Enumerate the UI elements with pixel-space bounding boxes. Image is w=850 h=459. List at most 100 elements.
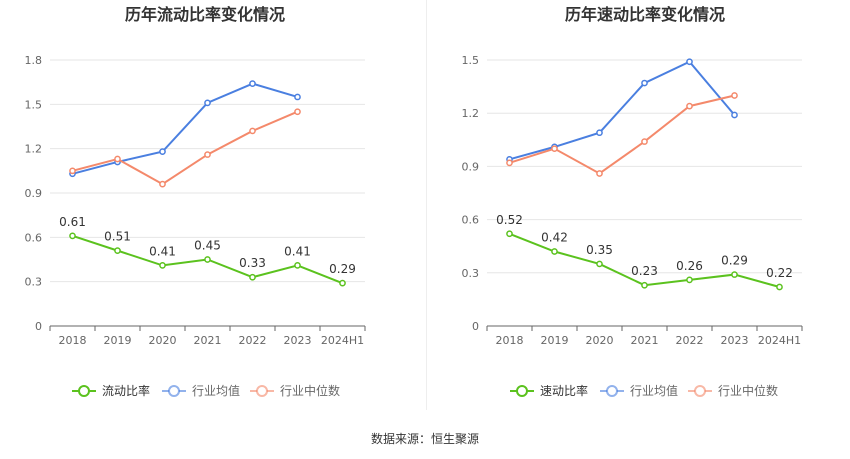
data-point: [551, 248, 558, 255]
y-tick-label: 1.2: [25, 143, 43, 156]
x-tick-label: 2018: [496, 334, 524, 347]
x-tick-label: 2022: [239, 334, 267, 347]
data-point: [69, 167, 76, 175]
x-tick-label: 2020: [586, 334, 614, 347]
data-point: [249, 80, 256, 87]
x-tick-label: 2023: [284, 334, 312, 347]
x-tick-label: 2018: [59, 334, 87, 347]
legend-item-industry-avg[interactable]: 行业均值: [600, 383, 678, 398]
data-point: [114, 247, 121, 254]
legend-item-industry-median[interactable]: 行业中位数: [250, 383, 340, 398]
data-point: [596, 170, 603, 177]
data-label: 0.33: [239, 256, 266, 270]
data-label: 0.45: [194, 239, 221, 253]
data-point: [294, 108, 301, 116]
data-point: [249, 273, 256, 281]
data-point: [776, 283, 783, 291]
series-line: [509, 60, 736, 161]
data-label: 0.26: [676, 259, 703, 273]
y-tick-label: 0.9: [462, 160, 480, 173]
x-tick-label: 2019: [541, 334, 569, 347]
data-point: [686, 102, 693, 110]
data-point: [159, 262, 166, 269]
data-point: [641, 281, 648, 289]
data-point: [159, 180, 166, 188]
x-tick-label: 2019: [104, 334, 132, 347]
legend-item-company[interactable]: 流动比率: [72, 383, 150, 398]
chart-1: 历年流动比率变化情况 0 0.3 0.6 0.9 1.2 1.5 1.8 2018 2019 202…: [25, 5, 366, 398]
data-point: [204, 256, 211, 263]
legend-item-industry-median[interactable]: 行业中位数: [688, 383, 778, 398]
data-point: [731, 92, 738, 99]
data-label: 0.29: [721, 254, 748, 268]
data-point: [641, 79, 648, 87]
chart-title: 历年流动比率变化情况: [125, 5, 285, 24]
chart-2: 历年速动比率变化情况 0 0.3 0.6 0.9 1.2 1.5 2018 2019 2020 20…: [462, 5, 803, 398]
data-label: 0.29: [329, 262, 356, 276]
legend-swatch-marker: [606, 385, 618, 397]
data-point: [249, 127, 256, 135]
legend-label: 行业均值: [630, 383, 678, 398]
legend-item-company[interactable]: 速动比率: [510, 383, 588, 398]
legend-label: 速动比率: [540, 383, 588, 398]
legend-swatch-marker: [168, 385, 180, 397]
data-label: 0.41: [284, 244, 311, 258]
data-point: [686, 58, 693, 66]
data-point: [294, 262, 301, 269]
data-point: [596, 260, 603, 268]
data-label: 0.51: [104, 230, 131, 244]
data-point: [339, 279, 346, 287]
series-line: [509, 94, 735, 175]
x-tick-label: 2021: [631, 334, 659, 347]
data-point: [159, 148, 166, 155]
source-note: 数据来源：恒生聚源: [371, 431, 479, 446]
data-point: [506, 230, 513, 238]
data-point: [204, 99, 211, 107]
x-tick-label: 2020: [149, 334, 177, 347]
data-label: 0.61: [59, 215, 86, 229]
y-tick-label: 1.8: [25, 54, 43, 67]
data-point: [506, 159, 513, 167]
data-point: [294, 93, 301, 101]
series-industry-avg: [506, 58, 738, 163]
legend-label: 流动比率: [102, 383, 150, 398]
y-tick-label: 0.3: [25, 276, 43, 289]
data-label: 0.22: [766, 266, 793, 280]
data-point: [731, 111, 738, 119]
data-label: 0.42: [541, 231, 568, 245]
data-point: [641, 138, 648, 145]
legend: 流动比率 行业均值 行业中位数: [72, 383, 340, 398]
legend: 速动比率 行业均值 行业中位数: [510, 383, 778, 398]
data-label: 0.41: [149, 244, 176, 258]
legend-label: 行业中位数: [280, 383, 340, 398]
y-tick-label: 0.6: [462, 214, 480, 227]
data-point: [204, 151, 211, 158]
y-tick-label: 0: [472, 320, 479, 333]
legend-label: 行业均值: [192, 383, 240, 398]
y-tick-label: 0.9: [25, 187, 43, 200]
series-company: 0.52 0.42 0.35 0.23 0.26 0.29 0.22: [496, 213, 793, 291]
data-point: [114, 155, 121, 163]
series-company: 0.61 0.51 0.41 0.45 0.33 0.41 0.29: [59, 215, 356, 287]
legend-swatch-marker: [516, 385, 528, 397]
chart-title: 历年速动比率变化情况: [565, 5, 725, 24]
data-point: [731, 271, 738, 278]
data-label: 0.35: [586, 243, 613, 257]
x-tick-label: 2022: [676, 334, 704, 347]
legend-swatch-marker: [78, 385, 90, 397]
series-line: [72, 82, 298, 175]
y-tick-label: 1.5: [462, 54, 480, 67]
data-point: [596, 129, 603, 137]
x-tick-label: 2024H1: [321, 334, 364, 347]
x-tick-label: 2021: [194, 334, 222, 347]
y-tick-label: 1.2: [462, 107, 480, 120]
data-point: [551, 145, 558, 153]
legend-swatch-marker: [256, 385, 268, 397]
legend-item-industry-avg[interactable]: 行业均值: [162, 383, 240, 398]
series-industry-median: [506, 92, 738, 177]
legend-swatch-marker: [694, 385, 706, 397]
data-label: 0.23: [631, 264, 658, 278]
y-tick-label: 0.6: [25, 231, 43, 244]
series-line: [72, 110, 298, 186]
